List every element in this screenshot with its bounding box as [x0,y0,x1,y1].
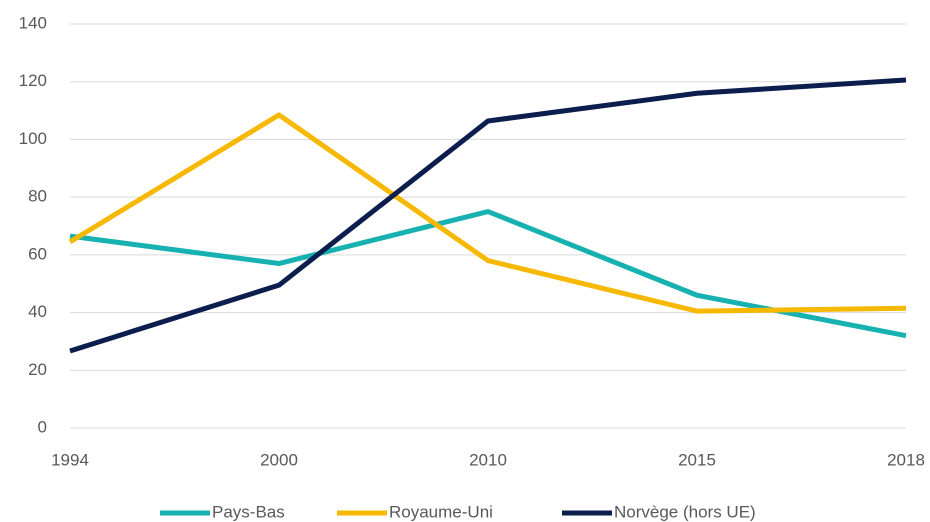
y-tick-label: 60 [28,244,47,263]
y-tick-label: 0 [38,417,47,436]
x-tick-label: 2015 [678,450,716,469]
y-tick-label: 20 [28,360,47,379]
legend-label: Pays-Bas [212,502,285,521]
series-line [69,77,907,354]
legend-label: Royaume-Uni [389,502,493,521]
series-line [68,112,907,314]
y-tick-label: 40 [28,302,47,321]
legend-label: Norvège (hors UE) [614,502,756,521]
x-tick-label: 2018 [887,450,925,469]
x-tick-label: 2000 [260,450,298,469]
x-tick-label: 2010 [469,450,507,469]
y-tick-label: 140 [19,13,47,32]
x-tick-label: 1994 [51,450,89,469]
y-tick-label: 120 [19,71,47,90]
y-tick-label: 100 [19,129,47,148]
series-line [69,209,907,339]
y-tick-label: 80 [28,187,47,206]
